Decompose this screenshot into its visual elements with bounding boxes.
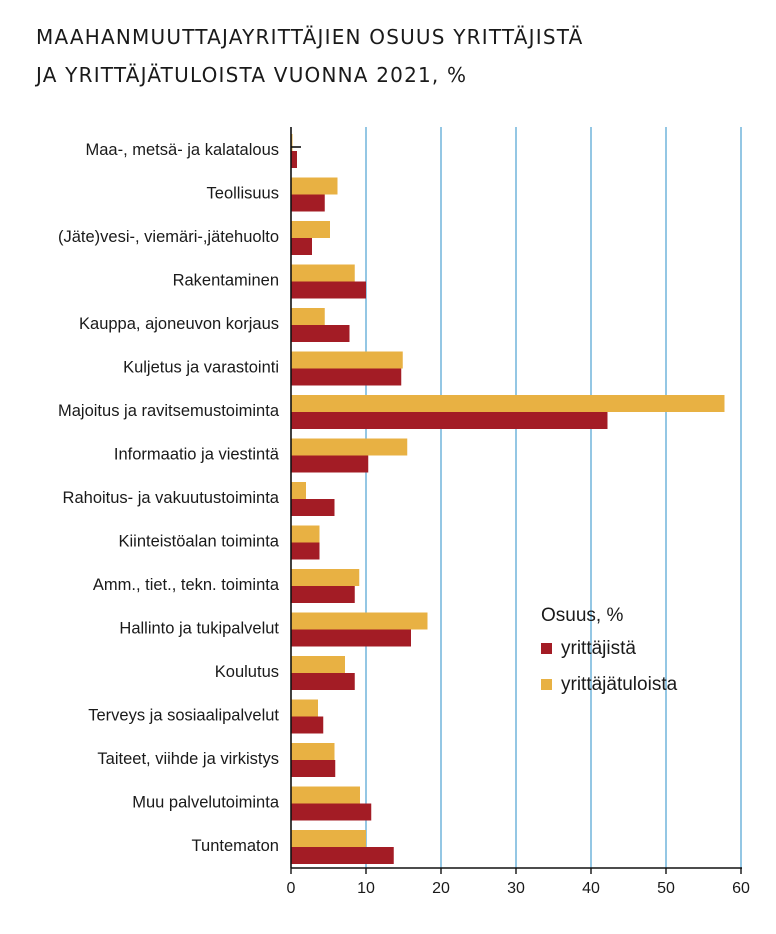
category-label: Kuljetus ja varastointi bbox=[123, 359, 279, 377]
category-label: Tuntematon bbox=[192, 837, 279, 855]
legend-swatch-yrittäjätuloista bbox=[541, 679, 552, 690]
bar-yrittäjistä-6 bbox=[291, 412, 608, 429]
chart-title-line-2: JA YRITTÄJÄTULOISTA VUONNA 2021, % bbox=[36, 63, 468, 87]
bar-yrittäjätuloista-13 bbox=[291, 699, 318, 717]
x-tick-label-10: 10 bbox=[357, 880, 375, 897]
bar-yrittäjätuloista-3 bbox=[291, 264, 355, 282]
bar-yrittäjistä-16 bbox=[291, 847, 394, 864]
legend-label-yrittäjistä: yrittäjistä bbox=[561, 638, 636, 659]
bar-yrittäjätuloista-11 bbox=[291, 612, 428, 630]
x-tick-label-40: 40 bbox=[582, 880, 600, 897]
bar-yrittäjätuloista-5 bbox=[291, 351, 403, 369]
bar-yrittäjistä-0 bbox=[291, 151, 297, 168]
grid-lines bbox=[365, 127, 742, 868]
bar-yrittäjätuloista-7 bbox=[291, 438, 408, 456]
category-label: Rahoitus- ja vakuutustoiminta bbox=[63, 489, 280, 507]
bar-yrittäjistä-8 bbox=[291, 499, 335, 516]
bar-yrittäjistä-2 bbox=[291, 238, 312, 255]
bar-yrittäjistä-15 bbox=[291, 803, 372, 821]
category-label: Taiteet, viihde ja virkistys bbox=[97, 750, 279, 768]
category-label: Majoitus ja ravitsemustoiminta bbox=[58, 402, 280, 420]
x-tick-label-60: 60 bbox=[732, 880, 750, 897]
x-tick-label-20: 20 bbox=[432, 880, 450, 897]
bar-yrittäjätuloista-10 bbox=[291, 569, 360, 586]
x-tick-label-50: 50 bbox=[657, 880, 675, 897]
legend-label-yrittäjätuloista: yrittäjätuloista bbox=[561, 674, 678, 695]
bar-yrittäjätuloista-8 bbox=[291, 482, 306, 499]
category-label: Kauppa, ajoneuvon korjaus bbox=[79, 315, 279, 333]
legend-title: Osuus, % bbox=[541, 605, 623, 626]
bar-yrittäjätuloista-2 bbox=[291, 221, 330, 238]
axes bbox=[290, 127, 742, 874]
bar-yrittäjätuloista-6 bbox=[291, 395, 725, 412]
category-label: Terveys ja sosiaalipalvelut bbox=[88, 707, 279, 725]
bar-yrittäjätuloista-14 bbox=[291, 743, 335, 760]
category-label: Informaatio ja viestintä bbox=[114, 446, 280, 464]
category-label: Koulutus bbox=[215, 663, 279, 681]
bar-yrittäjätuloista-4 bbox=[291, 308, 325, 325]
category-label: Hallinto ja tukipalvelut bbox=[119, 620, 279, 638]
bar-yrittäjätuloista-16 bbox=[291, 830, 366, 847]
bar-yrittäjätuloista-12 bbox=[291, 656, 345, 673]
bar-yrittäjistä-5 bbox=[291, 368, 402, 386]
bar-yrittäjistä-9 bbox=[291, 542, 320, 560]
bar-yrittäjätuloista-15 bbox=[291, 786, 360, 804]
bar-yrittäjistä-7 bbox=[291, 455, 369, 473]
category-label: Maa-, metsä- ja kalatalous bbox=[86, 141, 280, 159]
x-tick-label-30: 30 bbox=[507, 880, 525, 897]
bar-yrittäjistä-11 bbox=[291, 629, 411, 647]
category-label: Rakentaminen bbox=[173, 272, 279, 290]
bar-yrittäjätuloista-1 bbox=[291, 177, 338, 195]
legend: Osuus, % yrittäjistä yrittäjätuloista bbox=[541, 605, 678, 695]
bar-yrittäjistä-1 bbox=[291, 194, 325, 212]
category-label: (Jäte)vesi-, viemäri-,jätehuolto bbox=[58, 228, 279, 246]
bar-yrittäjistä-10 bbox=[291, 586, 355, 603]
category-labels: Maa-, metsä- ja kalatalous Teollisuus (Jät… bbox=[58, 141, 280, 855]
category-label: Kiinteistöalan toiminta bbox=[118, 533, 279, 551]
bar-yrittäjistä-3 bbox=[291, 281, 366, 299]
bar-yrittäjistä-14 bbox=[291, 760, 336, 777]
category-label: Muu palvelutoiminta bbox=[132, 794, 280, 812]
bar-yrittäjistä-13 bbox=[291, 716, 324, 734]
category-label: Teollisuus bbox=[207, 185, 279, 203]
bar-yrittäjätuloista-9 bbox=[291, 525, 320, 543]
bar-yrittäjistä-12 bbox=[291, 673, 355, 690]
category-label: Amm., tiet., tekn. toiminta bbox=[93, 576, 280, 594]
bar-yrittäjistä-4 bbox=[291, 325, 350, 342]
x-tick-labels: 0 10 20 30 40 50 60 bbox=[287, 880, 750, 897]
chart-title: MAAHANMUUTTAJAYRITTÄJIEN OSUUS YRITTÄJIS… bbox=[36, 18, 583, 94]
legend-swatch-yrittäjistä bbox=[541, 643, 552, 654]
chart-title-line-1: MAAHANMUUTTAJAYRITTÄJIEN OSUUS YRITTÄJIS… bbox=[36, 25, 584, 49]
bars bbox=[291, 134, 725, 864]
x-tick-label-0: 0 bbox=[287, 880, 296, 897]
